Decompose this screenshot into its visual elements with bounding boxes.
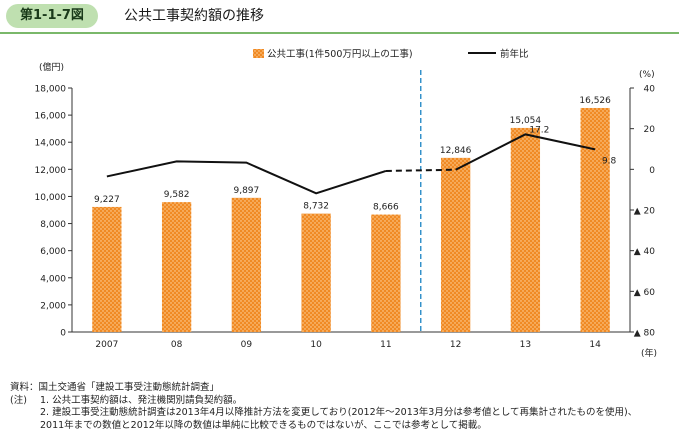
bar — [301, 213, 331, 332]
x-axis-tick-label: 09 — [241, 340, 253, 350]
bar — [371, 214, 401, 332]
x-axis-tick-label: 2007 — [95, 340, 118, 350]
left-axis-tick-label: 16,000 — [35, 112, 67, 122]
left-axis-tick-label: 12,000 — [35, 166, 67, 176]
bar-value-label: 16,526 — [579, 96, 611, 106]
right-axis-tick-label: ▲ 40 — [634, 247, 656, 257]
figure-number: 第1-1-7図 — [6, 4, 98, 28]
chart-axes: (億円) (%) (年) 0 2,000 4,000 6,000 8,000 10,000 12,… — [35, 61, 658, 359]
legend-line-label: 前年比 — [500, 48, 529, 60]
right-axis-tick-label: ▲ 20 — [634, 207, 656, 217]
note-label: (注) — [10, 394, 27, 406]
left-axis-tick-label: 2,000 — [40, 301, 66, 311]
source-note: 資料：国土交通省「建設工事受注動態統計調査」 — [10, 382, 220, 393]
bar — [231, 197, 262, 332]
left-axis-tick-label: 14,000 — [35, 139, 67, 149]
left-axis-tick-label: 10,000 — [35, 193, 67, 203]
line-value-label: 17.2 — [529, 125, 549, 135]
left-axis-tick-label: 8,000 — [40, 220, 66, 230]
x-axis-tick-label: 13 — [520, 340, 531, 350]
left-axis-tick-label: 4,000 — [40, 274, 66, 284]
figure-title: 公共工事契約額の推移 — [124, 8, 264, 24]
note-2-continued: 2011年までの数値と2012年以降の数値は単純に比較できるものではないが、ここ… — [40, 419, 487, 431]
header-rule — [0, 32, 679, 34]
left-axis-tick-label: 0 — [60, 329, 66, 339]
x-axis-tick-label: 10 — [310, 340, 322, 350]
left-axis-unit: (億円) — [39, 61, 64, 73]
right-axis-unit: (%) — [639, 70, 655, 80]
right-axis-tick-label: 40 — [644, 85, 656, 95]
chart-notes: 資料：国土交通省「建設工事受注動態統計調査」 (注) 1. 公共工事契約額は、発注… — [10, 382, 675, 432]
bar-value-label: 8,732 — [303, 202, 329, 212]
bar — [580, 107, 610, 332]
bar — [440, 157, 471, 332]
chart-legend: 公共工事(1件500万円以上の工事) 前年比 — [253, 48, 529, 60]
x-axis-tick-label: 12 — [450, 340, 461, 350]
bar-value-label: 15,054 — [510, 116, 542, 126]
data-labels: 9,227 9,582 9,897 8,732 8,666 12,846 15,054 16,… — [94, 96, 617, 213]
legend-bar-swatch — [253, 49, 264, 58]
left-axis-tick-label: 6,000 — [40, 247, 66, 257]
x-axis-unit: (年) — [641, 347, 657, 359]
left-axis-tick-label: 18,000 — [35, 85, 67, 95]
note-1: 1. 公共工事契約額は、発注機関別請負契約額。 — [40, 394, 243, 406]
bar-value-label: 8,666 — [373, 203, 399, 213]
figure-header: 第1-1-7図 公共工事契約額の推移 — [0, 0, 679, 34]
line-series — [106, 133, 596, 195]
bar — [92, 206, 122, 332]
bar-value-label: 9,227 — [94, 195, 120, 205]
note-1-row: (注) 1. 公共工事契約額は、発注機関別請負契約額。 — [10, 395, 675, 408]
x-axis-tick-label: 08 — [171, 340, 183, 350]
right-axis-tick-label: ▲ 80 — [634, 329, 656, 339]
bar-value-label: 9,582 — [164, 190, 190, 200]
right-axis-tick-label: ▲ 60 — [634, 288, 656, 298]
bar — [510, 127, 541, 333]
line-value-label: 9.8 — [602, 156, 617, 166]
note-2-continued-row: 2011年までの数値と2012年以降の数値は単純に比較できるものではないが、ここ… — [10, 420, 675, 433]
bar-value-label: 9,897 — [233, 186, 259, 196]
legend-bar-label: 公共工事(1件500万円以上の工事) — [267, 48, 413, 60]
note-2: 2. 建設工事受注動態統計調査は2013年4月以降推計方法を変更しており(201… — [40, 407, 638, 418]
x-axis-tick-label: 14 — [589, 340, 601, 350]
line-segment-after — [455, 133, 596, 171]
line-segment-dashed — [385, 168, 456, 172]
bar-value-label: 12,846 — [440, 146, 472, 156]
right-axis-tick-label: 20 — [644, 125, 656, 135]
right-axis-tick-label: 0 — [649, 166, 655, 176]
x-axis-tick-label: 11 — [380, 340, 391, 350]
bar-series — [92, 107, 610, 333]
line-segment-before — [106, 160, 387, 195]
bar — [161, 202, 192, 332]
note-2-row: 2. 建設工事受注動態統計調査は2013年4月以降推計方法を変更しており(201… — [10, 407, 675, 420]
contract-amount-chart: 公共工事(1件500万円以上の工事) 前年比 (億円) (%) (年) 0 2,000 4,… — [35, 48, 658, 359]
